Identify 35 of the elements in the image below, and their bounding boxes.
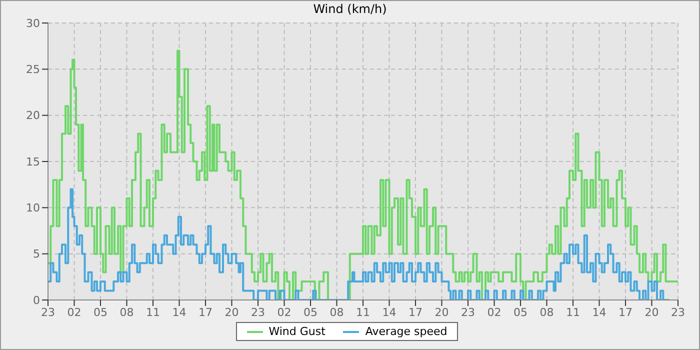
x-tick-label: 02 <box>67 306 82 319</box>
x-tick-label: 05 <box>514 306 528 319</box>
x-tick-label: 08 <box>330 306 344 319</box>
y-tick-label: 30 <box>26 16 40 30</box>
x-tick-label: 20 <box>644 306 659 319</box>
x-tick-label: 14 <box>172 306 186 319</box>
x-tick-label: 05 <box>94 306 108 319</box>
x-tick-label: 20 <box>224 306 239 319</box>
x-tick-label: 11 <box>146 306 160 319</box>
y-tick-label: 25 <box>26 63 40 76</box>
x-tick-label: 23 <box>461 306 475 319</box>
x-tick-label: 23 <box>671 306 685 319</box>
y-tick-label: 15 <box>26 155 40 168</box>
x-tick-label: 20 <box>434 306 449 319</box>
x-tick-label: 02 <box>277 306 292 319</box>
x-tick-label: 08 <box>540 306 554 319</box>
x-tick-label: 14 <box>592 306 606 319</box>
y-tick-label: 10 <box>26 202 40 215</box>
y-tick-label: 20 <box>26 109 40 122</box>
y-tick-label: 5 <box>33 248 40 261</box>
x-tick-label: 11 <box>566 306 580 319</box>
x-tick-label: 08 <box>120 306 134 319</box>
x-tick-label: 23 <box>251 306 265 319</box>
x-tick-label: 23 <box>41 306 55 319</box>
x-tick-label: 14 <box>382 306 396 319</box>
x-tick-label: 05 <box>304 306 318 319</box>
legend-label: Average speed <box>365 325 448 338</box>
x-tick-label: 11 <box>356 306 370 319</box>
x-tick-label: 17 <box>198 306 212 319</box>
legend-label: Wind Gust <box>268 325 326 338</box>
x-tick-label: 17 <box>618 306 632 319</box>
chart-title: Wind (km/h) <box>312 2 388 16</box>
x-tick-label: 17 <box>408 306 422 319</box>
y-tick-label: 0 <box>33 294 40 307</box>
x-tick-label: 02 <box>487 306 502 319</box>
